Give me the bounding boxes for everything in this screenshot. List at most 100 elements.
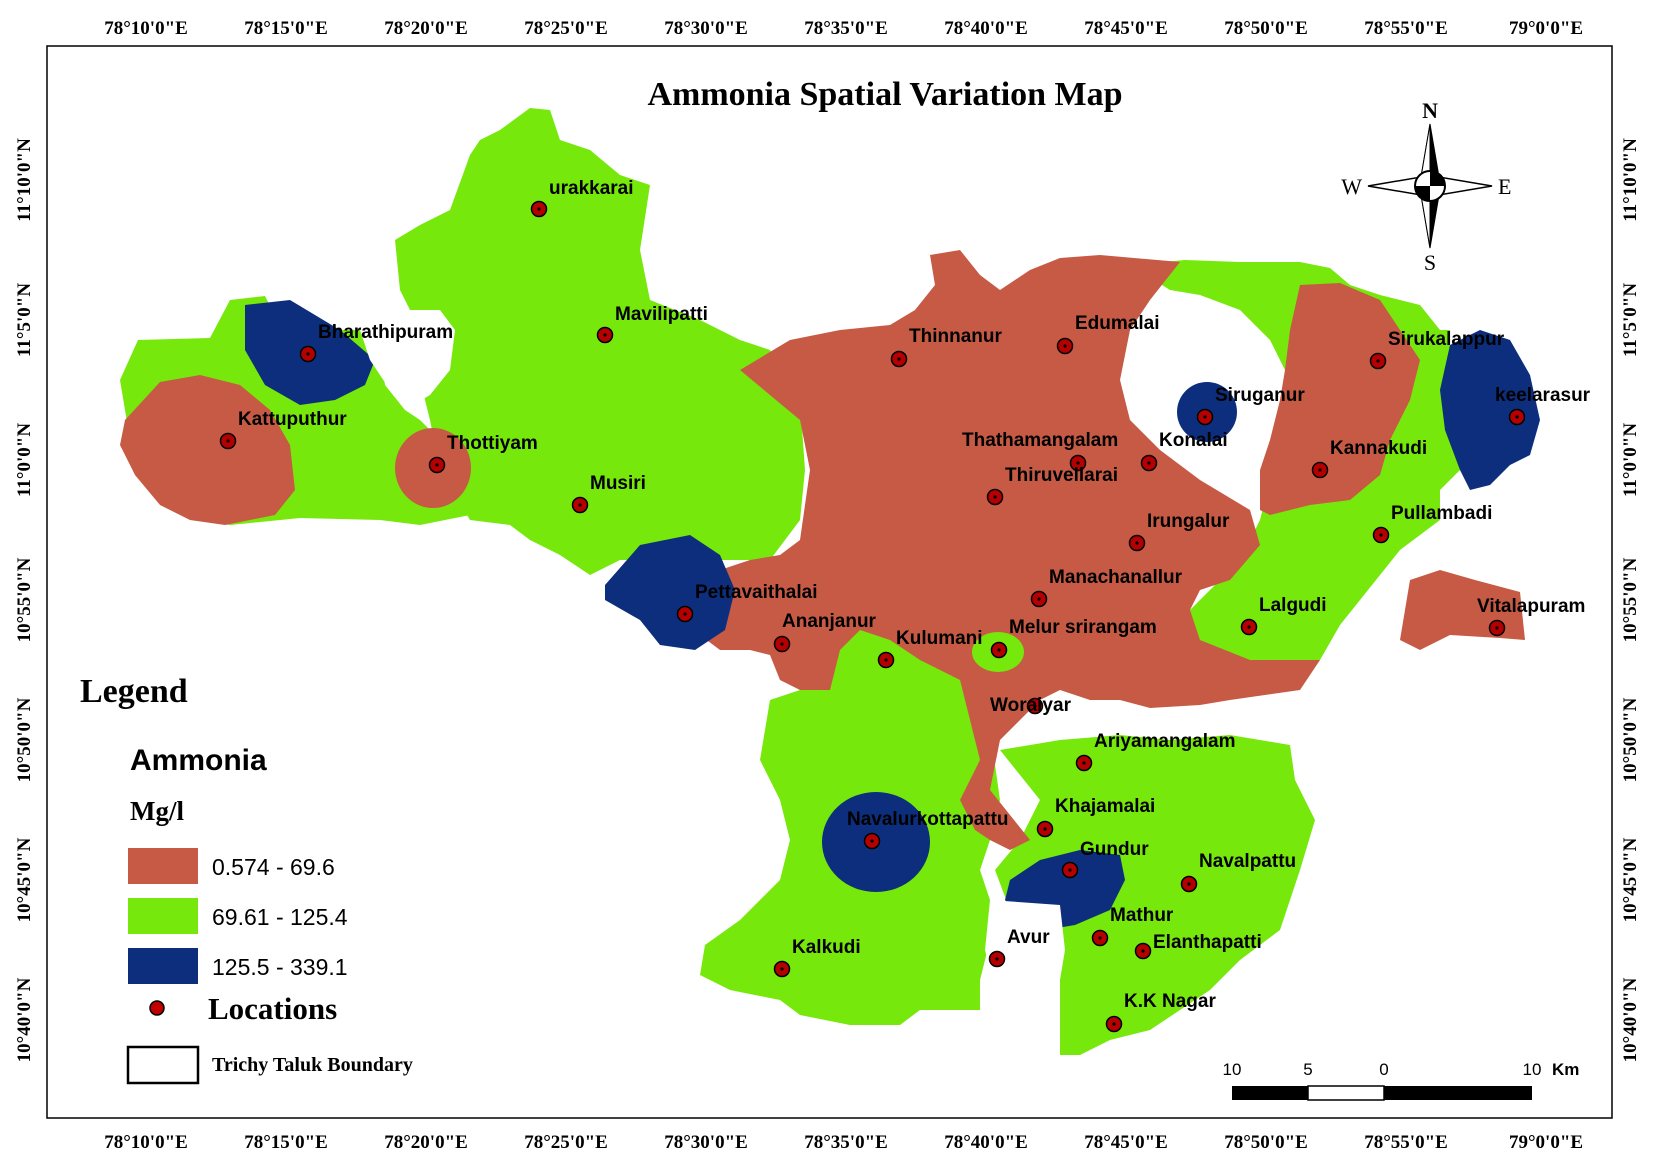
location-marker[interactable]: Konalai [1140,430,1228,472]
location-dot-center [226,439,230,443]
location-label: Thathamangalam [962,430,1118,451]
location-marker[interactable]: Bharathipuram [299,322,454,363]
location-marker[interactable]: keelarasur [1495,385,1591,426]
location-marker[interactable]: Pullambadi [1372,503,1493,544]
lat-tick-right: 11°10'0"N [1620,138,1641,222]
lat-tick-right: 11°0'0"N [1620,423,1641,497]
location-dot-center [1076,461,1080,465]
location-marker[interactable]: Thottiyam [428,433,538,474]
location-label: Edumalai [1075,313,1159,334]
location-dot-center [435,463,439,467]
location-label: Avur [1007,927,1050,948]
location-marker[interactable]: Thiruvellarai [986,465,1119,506]
location-label: keelarasur [1495,385,1591,406]
location-label: Pettavaithalai [695,582,818,603]
scale-unit: Km [1552,1060,1579,1079]
location-marker[interactable]: Sirukalappur [1369,329,1505,370]
location-label: Kalkudi [792,937,861,958]
location-marker[interactable]: Edumalai [1056,313,1160,355]
lon-tick-top: 78°40'0"E [944,18,1028,39]
location-dot-center [537,207,541,211]
green-region-southeast [995,735,1315,1055]
location-dot-center [993,495,997,499]
location-dot-center [1112,1022,1116,1026]
lon-tick-bottom: 78°35'0"E [804,1132,888,1153]
lon-tick-bottom: 78°50'0"E [1224,1132,1308,1153]
location-marker[interactable]: Musiri [571,473,646,514]
location-marker[interactable]: Kulumani [877,628,983,669]
location-label: Mathur [1110,905,1174,926]
location-marker[interactable]: urakkarai [530,178,634,218]
location-marker[interactable]: Gundur [1061,839,1150,879]
lon-tick-bottom: 78°25'0"E [524,1132,608,1153]
lat-tick-right: 10°55'0"N [1620,557,1641,642]
lon-tick-top: 78°15'0"E [244,18,328,39]
location-label: Konalai [1159,430,1228,451]
scale-label-2: 0 [1379,1060,1388,1079]
legend-swatch-high [128,948,198,984]
location-marker[interactable]: Ariyamangalam [1075,731,1236,772]
red-region-west [120,375,295,525]
location-dot-center [897,357,901,361]
blue-region-keelarasur [1440,330,1540,490]
legend-swatch-mid [128,898,198,934]
legend-class-low: 0.574 - 69.6 [212,854,335,880]
location-dot-center [995,957,999,961]
location-marker[interactable]: Siruganur [1196,385,1306,426]
location-marker[interactable]: Thathamangalam [962,430,1118,472]
lon-tick-bottom: 78°55'0"E [1364,1132,1448,1153]
lon-tick-bottom: 78°40'0"E [944,1132,1028,1153]
location-dot-center [1247,625,1251,629]
location-marker[interactable]: Mathur [1091,905,1174,947]
location-marker[interactable]: Thinnanur [890,326,1003,368]
location-marker[interactable]: Irungalur [1128,511,1230,552]
location-marker[interactable]: Navalurkottapattu [847,809,1009,850]
location-marker[interactable]: Elanthapatti [1134,932,1262,960]
location-marker[interactable]: Melur srirangam [990,617,1157,659]
location-label: Musiri [590,473,646,494]
lon-tick-bottom: 78°20'0"E [384,1132,468,1153]
lon-tick-top: 78°50'0"E [1224,18,1308,39]
location-dot-center [997,648,1001,652]
location-marker[interactable]: Kalkudi [773,937,861,978]
location-label: Mavilipatti [615,304,708,325]
legend-unit: Mg/l [130,796,184,826]
location-marker[interactable]: Navalpattu [1180,851,1297,893]
location-dot-center [306,352,310,356]
location-marker[interactable]: Kattuputhur [219,409,348,450]
lat-ticks-right: 11°10'0"N 11°5'0"N 11°0'0"N 10°55'0"N 10°50'… [1620,138,1641,1062]
location-dot-center [603,333,607,337]
scale-bar: 10 5 0 10 Km [1223,1060,1579,1101]
location-marker[interactable]: Kannakudi [1311,438,1428,479]
red-region-northeast [1260,283,1420,515]
location-label: urakkarai [549,178,634,199]
lon-ticks-bottom: 78°10'0"E 78°15'0"E 78°20'0"E 78°25'0"E 78°3… [104,1132,1583,1153]
location-marker[interactable]: Avur [988,927,1051,968]
location-marker[interactable]: Woraiyar [990,695,1072,716]
location-label: Vitalapuram [1477,596,1585,617]
legend-swatch-low [128,848,198,884]
lon-tick-bottom: 78°15'0"E [244,1132,328,1153]
compass-w: W [1341,174,1362,199]
location-marker[interactable]: Pettavaithalai [676,582,818,623]
legend-boundary-swatch [126,1045,200,1085]
location-label: Irungalur [1147,511,1230,532]
scale-label-1: 5 [1303,1060,1312,1079]
location-marker[interactable]: K.K Nagar [1105,991,1217,1033]
location-marker[interactable]: Lalgudi [1240,595,1327,636]
compass-s: S [1424,250,1436,275]
boundary-gaps [360,310,1065,1015]
location-dot-center [1203,415,1207,419]
location-label: Kattuputhur [238,409,347,430]
lat-ticks-left: 11°10'0"N 11°5'0"N 11°0'0"N 10°55'0"N 10°50'… [14,138,35,1062]
lat-tick-right: 11°5'0"N [1620,283,1641,357]
location-marker[interactable]: Ananjanur [773,611,877,653]
location-marker[interactable]: Mavilipatti [596,304,708,344]
lon-tick-top: 78°55'0"E [1364,18,1448,39]
location-marker[interactable]: Vitalapuram [1477,596,1585,637]
legend-class-mid: 69.61 - 125.4 [212,904,348,930]
location-marker[interactable]: Khajamalai [1036,796,1156,838]
location-dot-center [1376,359,1380,363]
location-dot-center [1068,868,1072,872]
location-marker[interactable]: Manachanallur [1030,567,1183,608]
